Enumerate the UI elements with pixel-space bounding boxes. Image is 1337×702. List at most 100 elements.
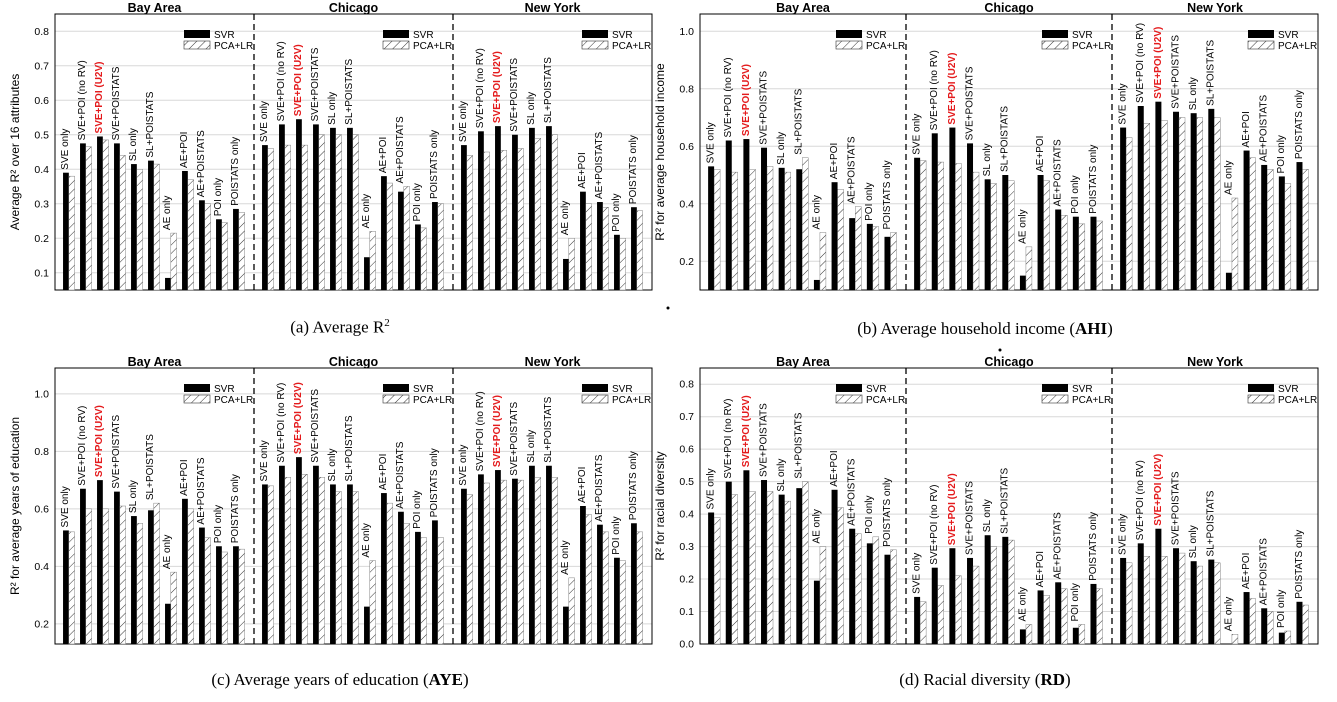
bar-svr — [529, 465, 535, 644]
category-label: AE+POI — [1241, 553, 1252, 589]
bar-pca-lr — [1178, 552, 1186, 645]
bar-pca-lr — [1231, 197, 1239, 291]
bar-svr — [330, 484, 336, 644]
bar-svr — [743, 139, 750, 290]
category-label: SVE only — [458, 101, 469, 142]
y-tick-label: 0.6 — [679, 444, 694, 456]
bar-svr — [546, 126, 552, 290]
category-label: SVE only — [706, 122, 717, 163]
bar-svr — [580, 191, 586, 290]
bar-pca-lr — [1043, 180, 1050, 291]
legend-label-pca-lr: PCA+LR — [413, 41, 452, 52]
bar-pca-lr — [437, 537, 444, 645]
category-label: SVE only — [259, 101, 270, 142]
category-label: AE+POI — [829, 450, 840, 486]
bar-pca-lr — [749, 169, 756, 291]
bar-pca-lr — [1078, 624, 1086, 645]
legend-label-pca-lr: PCA+LR — [612, 41, 651, 52]
bar-svr — [1120, 557, 1127, 644]
legend-swatch-svr — [383, 30, 409, 38]
bar-svr — [1090, 583, 1097, 644]
category-label: AE only — [361, 194, 372, 228]
bar-svr — [1019, 629, 1026, 644]
bar-svr — [233, 546, 239, 644]
bar-pca-lr — [1078, 223, 1086, 291]
bar-pca-lr — [466, 155, 473, 291]
bar-svr — [216, 219, 222, 290]
bar-pca-lr — [534, 477, 541, 645]
category-label: POISTATS only — [628, 451, 639, 520]
region-title: Bay Area — [128, 1, 183, 15]
category-label: POI only — [611, 193, 622, 231]
bar-svr — [580, 506, 586, 644]
category-label: AE+POISTATS — [1259, 538, 1270, 605]
bar-svr — [131, 516, 137, 644]
y-tick-label: 0.5 — [34, 129, 49, 141]
bar-svr — [884, 236, 891, 290]
category-label: SVE+POISTATS — [111, 66, 122, 140]
category-label: SL only — [526, 92, 537, 125]
y-axis-label: R² for average household income — [653, 63, 667, 241]
bar-pca-lr — [420, 227, 427, 291]
bar-pca-lr — [731, 494, 738, 645]
region-title: New York — [1187, 1, 1243, 15]
category-label: AE only — [811, 509, 822, 543]
caption-b: (b) Average household income (AHI) — [857, 319, 1113, 338]
category-label: SVE+POI (no RV) — [929, 50, 940, 130]
bar-pca-lr — [1231, 634, 1239, 645]
bar-pca-lr — [1161, 556, 1168, 645]
y-tick-label: 0.3 — [34, 198, 49, 210]
bar-pca-lr — [85, 508, 92, 645]
region-title: Bay Area — [128, 355, 183, 369]
category-label: SVE only — [60, 129, 71, 170]
bar-pca-lr — [802, 157, 809, 291]
category-label: SL only — [1188, 525, 1199, 558]
bar-svr — [148, 160, 154, 290]
bar-pca-lr — [551, 134, 558, 291]
bar-pca-lr — [1143, 123, 1150, 291]
legend-swatch-pca-lr — [835, 40, 863, 50]
bar-svr — [461, 145, 467, 290]
bar-pca-lr — [1061, 588, 1068, 645]
bar-pca-lr — [937, 161, 944, 291]
bar-svr — [182, 498, 188, 644]
bar-svr — [831, 182, 838, 290]
y-tick-label: 0.7 — [34, 60, 49, 72]
y-tick-label: 0.2 — [679, 256, 694, 268]
legend-label-svr: SVR — [413, 30, 434, 41]
bar-svr — [415, 531, 421, 644]
bar-pca-lr — [1214, 562, 1221, 645]
category-label: AE only — [560, 540, 571, 574]
bar-svr — [398, 511, 404, 644]
bar-pca-lr — [955, 575, 962, 645]
bar-pca-lr — [386, 182, 393, 291]
category-label: AE+POI — [179, 132, 190, 168]
bar-svr — [1002, 175, 1009, 290]
bar-svr — [1278, 632, 1285, 644]
category-label: SL+POISTATS — [344, 58, 355, 124]
bar-pca-lr — [1267, 169, 1274, 291]
bar-svr — [725, 140, 732, 290]
category-label: SVE only — [912, 114, 923, 155]
region-title: Bay Area — [776, 1, 831, 15]
category-label: POISTATS only — [429, 130, 440, 199]
y-tick-label: 1.0 — [679, 26, 694, 38]
bar-pca-lr — [1267, 611, 1274, 645]
legend-swatch-svr — [1042, 384, 1068, 392]
category-label: AE+POI — [378, 137, 389, 173]
category-label: SL only — [776, 132, 787, 165]
category-label: AE+POISTATS — [594, 132, 605, 199]
category-label: SVE+POISTATS — [1170, 471, 1181, 545]
legend-swatch-svr — [836, 384, 862, 392]
y-tick-label: 0.3 — [679, 541, 694, 553]
bar-pca-lr — [420, 537, 427, 645]
y-axis-label: R² for average years of education — [8, 417, 22, 595]
legend-label-svr: SVR — [214, 384, 235, 395]
y-tick-label: 0.8 — [679, 83, 694, 95]
category-label: SL+POISTATS — [1206, 490, 1217, 556]
category-label: AE+POI — [1241, 111, 1252, 147]
legend-label-svr: SVR — [612, 384, 633, 395]
category-label: SVE+POI (U2V) — [492, 395, 503, 467]
category-label: SVE+POI (no RV) — [276, 41, 287, 121]
category-label: SVE+POISTATS — [964, 66, 975, 140]
